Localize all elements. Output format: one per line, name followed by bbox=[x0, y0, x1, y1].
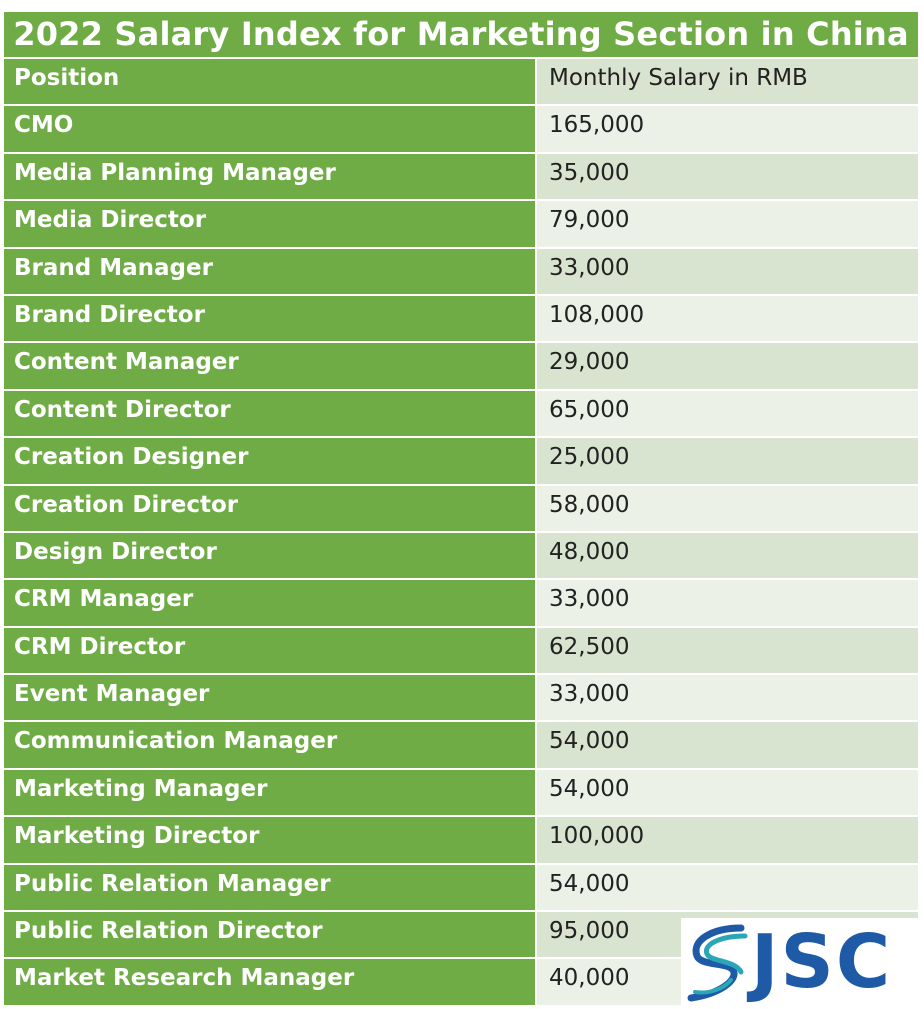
table-row: CMO 165,000 bbox=[4, 106, 918, 154]
table-header-row: Position Monthly Salary in RMB bbox=[4, 59, 918, 107]
salary-cell: 33,000 bbox=[537, 675, 918, 721]
salary-cell: 29,000 bbox=[537, 343, 918, 389]
page-title: 2022 Salary Index for Marketing Section … bbox=[4, 12, 918, 57]
salary-cell: 54,000 bbox=[537, 864, 918, 911]
salary-cell: 25,000 bbox=[537, 438, 918, 484]
salary-cell: 54,000 bbox=[537, 722, 918, 768]
position-cell: Public Relation Director bbox=[4, 912, 537, 958]
position-cell: CRM Director bbox=[4, 627, 537, 674]
jsc-logo: JSC bbox=[681, 918, 918, 1005]
position-cell: Media Director bbox=[4, 201, 537, 247]
salary-cell: 108,000 bbox=[537, 295, 918, 342]
position-cell: Public Relation Manager bbox=[4, 864, 537, 911]
salary-cell: 54,000 bbox=[537, 769, 918, 816]
table-row: Event Manager 33,000 bbox=[4, 675, 918, 723]
salary-cell: 58,000 bbox=[537, 485, 918, 531]
position-cell: Media Planning Manager bbox=[4, 153, 537, 200]
salary-cell: 48,000 bbox=[537, 532, 918, 579]
table-row: Media Planning Manager 35,000 bbox=[4, 153, 918, 202]
salary-cell: 100,000 bbox=[537, 817, 918, 863]
table-row: CRM Manager 33,000 bbox=[4, 580, 918, 628]
table-row: Creation Director 58,000 bbox=[4, 485, 918, 533]
position-cell: Market Research Manager bbox=[4, 959, 537, 1005]
salary-cell: 33,000 bbox=[537, 580, 918, 626]
table-row: Brand Director 108,000 bbox=[4, 295, 918, 344]
logo-text: JSC bbox=[751, 918, 893, 1005]
table-row: Content Manager 29,000 bbox=[4, 343, 918, 391]
table-row: Media Director 79,000 bbox=[4, 201, 918, 249]
position-cell: Creation Director bbox=[4, 485, 537, 531]
position-cell: Content Manager bbox=[4, 343, 537, 389]
salary-cell: 62,500 bbox=[537, 627, 918, 674]
position-cell: Brand Manager bbox=[4, 248, 537, 294]
position-cell: Brand Director bbox=[4, 295, 537, 342]
salary-cell: 79,000 bbox=[537, 201, 918, 247]
position-cell: CRM Manager bbox=[4, 580, 537, 626]
jsc-swoosh-icon bbox=[687, 924, 748, 1001]
salary-cell: 33,000 bbox=[537, 248, 918, 294]
position-cell: Marketing Director bbox=[4, 817, 537, 863]
position-cell: Design Director bbox=[4, 532, 537, 579]
table-row: Design Director 48,000 bbox=[4, 532, 918, 581]
salary-cell: 65,000 bbox=[537, 390, 918, 437]
position-cell: Creation Designer bbox=[4, 438, 537, 484]
table-row: Brand Manager 33,000 bbox=[4, 248, 918, 296]
position-cell: Event Manager bbox=[4, 675, 537, 721]
table-row: CRM Director 62,500 bbox=[4, 627, 918, 676]
salary-cell: 165,000 bbox=[537, 106, 918, 152]
table-row: Public Relation Manager 54,000 bbox=[4, 864, 918, 913]
salary-table: Position Monthly Salary in RMB CMO 165,00… bbox=[4, 59, 918, 1007]
position-cell: Content Director bbox=[4, 390, 537, 437]
table-row: Communication Manager 54,000 bbox=[4, 722, 918, 770]
position-cell: CMO bbox=[4, 106, 537, 152]
position-cell: Marketing Manager bbox=[4, 769, 537, 816]
position-cell: Communication Manager bbox=[4, 722, 537, 768]
table-row: Content Director 65,000 bbox=[4, 390, 918, 439]
table-row: Marketing Director 100,000 bbox=[4, 817, 918, 865]
header-salary: Monthly Salary in RMB bbox=[537, 59, 918, 105]
table-row: Marketing Manager 54,000 bbox=[4, 769, 918, 818]
header-position: Position bbox=[4, 59, 537, 105]
table-row: Creation Designer 25,000 bbox=[4, 438, 918, 486]
salary-cell: 35,000 bbox=[537, 153, 918, 200]
